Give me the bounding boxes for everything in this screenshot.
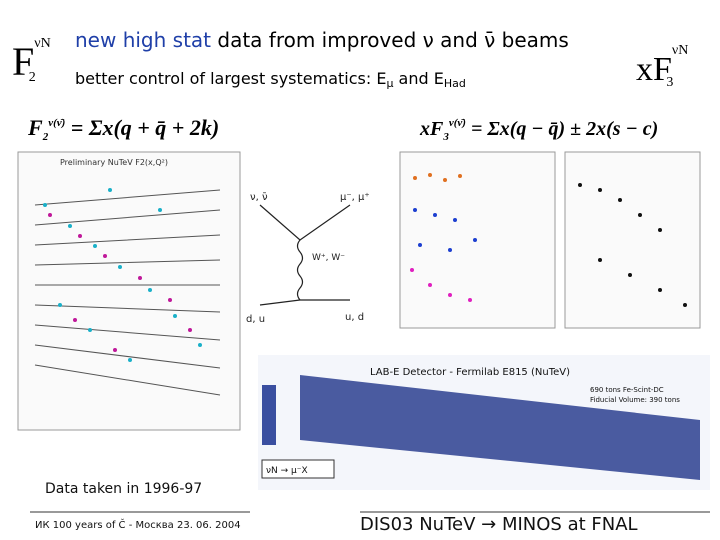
detector-text: Fiducial Volume: 390 tons (590, 396, 680, 404)
formula-rest: = Σx(q − q̄) ± 2x(s − c) (466, 118, 658, 140)
diagram-label: μ⁻, μ⁺ (340, 192, 370, 203)
plot-points (43, 188, 202, 362)
veto-wall (262, 385, 276, 445)
footer-left: ИК 100 years of Č - Москва 23. 06. 2004 (35, 518, 241, 531)
plot-points (48, 213, 192, 352)
formula-sup: ν(ν̄) (449, 117, 466, 129)
plot-points (413, 173, 462, 182)
label-sup: νN (672, 43, 688, 58)
subtitle-sub: Had (444, 77, 466, 90)
reaction-box (261, 459, 335, 479)
subtitle-part: better control of largest systematics: E (75, 69, 386, 88)
reaction-label: νN → μ⁻X (266, 466, 308, 476)
formula-base: xF (419, 118, 444, 140)
label-sub: 3 (666, 75, 673, 90)
note: Data taken in 1996-97 (45, 481, 202, 497)
diagram-label: W⁺, W⁻ (312, 253, 345, 263)
detector-image: LAB-E Detector - Fermilab E815 (NuTeV) 6… (258, 355, 710, 490)
label-sub: 2 (29, 70, 36, 85)
detector-body (300, 375, 700, 480)
formula-rest: = Σx(q + q̄ + 2k) (65, 115, 219, 140)
f2-plot: Preliminary NuTeV F2(x,Q²) (17, 151, 241, 431)
plot-points (413, 208, 477, 252)
formula-base: F (27, 115, 43, 140)
diagram-label: u, d (345, 312, 364, 323)
plot-title: Preliminary NuTeV F2(x,Q²) (60, 158, 168, 167)
plot-frame (564, 151, 701, 329)
formula-sub: 2 (42, 131, 49, 143)
plot-frame (17, 151, 241, 431)
title-part: ν̄ (484, 28, 495, 52)
title-part: beams (495, 28, 569, 52)
footer-right: DIS03 NuTeV → MINOS at FNAL (360, 514, 638, 535)
title: new high stat data from improved ν and ν… (75, 28, 569, 52)
diagram-label: d, u (246, 314, 265, 325)
plot-points (578, 183, 687, 307)
detector-title: LAB-E Detector - Fermilab E815 (NuTeV) (370, 367, 570, 378)
xf3-plot (399, 151, 701, 329)
label-base: F (12, 39, 34, 84)
subtitle-part: and E (393, 69, 443, 88)
detector-text: 690 tons Fe-Scint-DC (590, 386, 664, 394)
formula-right: xF3ν(ν̄) = Σx(q − q̄) ± 2x(s − c) (419, 117, 658, 143)
subtitle-sub: μ (386, 77, 393, 90)
plot-frame (399, 151, 556, 329)
plot-curves (34, 189, 221, 396)
title-part: new high stat (75, 28, 211, 52)
left-label: FνN 2 (12, 36, 51, 85)
formula-sup: ν(ν̄) (48, 117, 65, 129)
plot-points (410, 268, 472, 302)
title-part: data from improved ν and (211, 28, 484, 52)
label-base: xF (636, 51, 672, 88)
diagram-label: ν, ν̄ (250, 192, 268, 203)
label-sup: νN (34, 36, 50, 51)
formula-sub: 3 (442, 131, 449, 143)
right-label: xFνN 3 (636, 43, 688, 90)
formula-left: F2 ν(ν̄) = Σx(q + q̄ + 2k) (27, 115, 219, 143)
feynman-diagram: ν, ν̄ μ⁻, μ⁺ W⁺, W⁻ d, u u, d (246, 192, 370, 325)
subtitle: better control of largest systematics: E… (75, 69, 466, 90)
